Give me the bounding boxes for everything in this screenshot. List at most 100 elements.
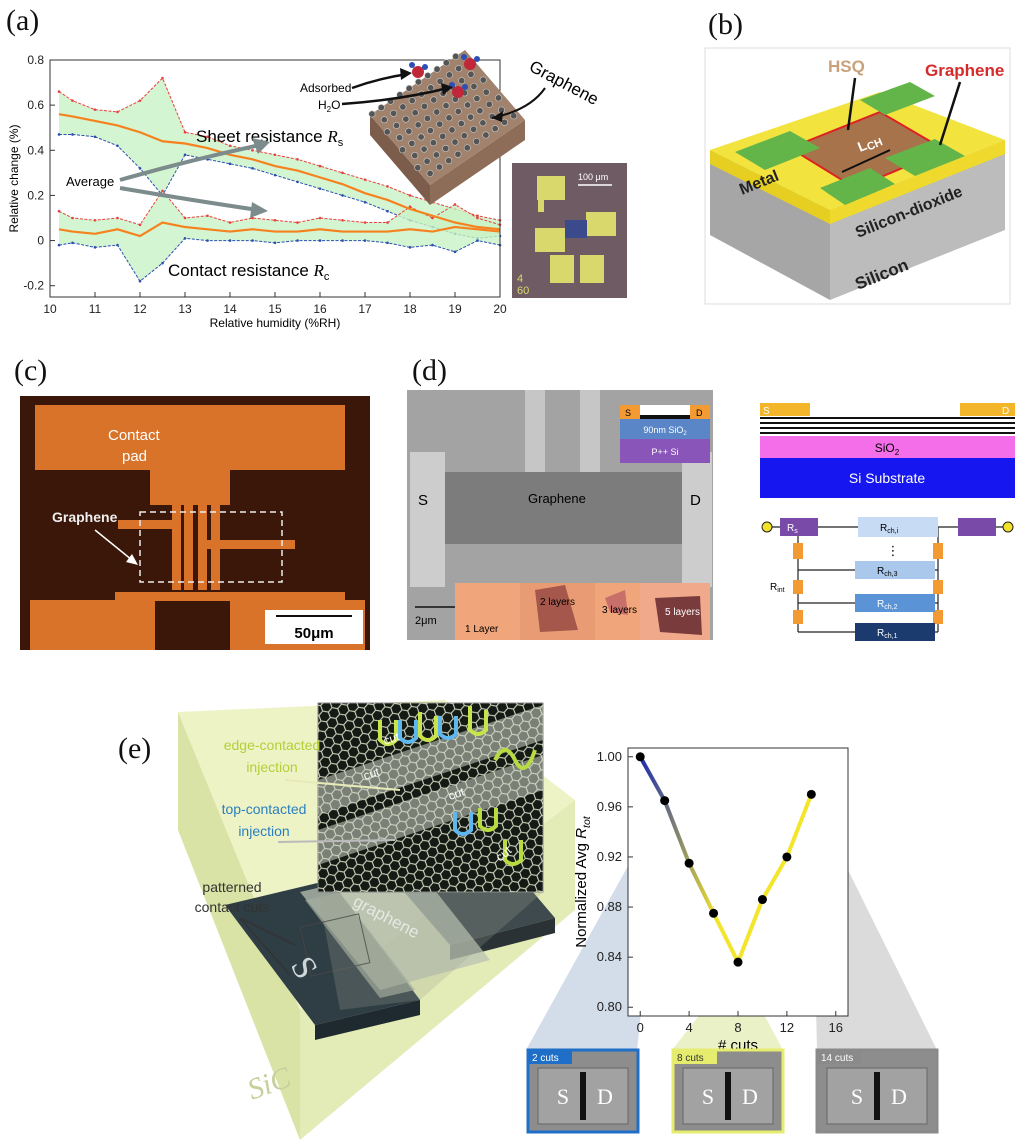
- plot-area: [628, 748, 848, 1016]
- point: [57, 209, 61, 213]
- label: 2 layers: [540, 597, 575, 608]
- atom: [423, 114, 431, 122]
- panel-label: (a): [6, 4, 39, 37]
- x-tick-label: 8: [734, 1020, 741, 1035]
- band-area: [59, 78, 500, 239]
- panel-b-shape: [710, 150, 830, 224]
- x-tick-label: 12: [780, 1020, 794, 1035]
- panel-d-shape: [960, 403, 1015, 416]
- thumbnail-tag: [673, 1050, 717, 1064]
- label: 90nm SiO2: [643, 425, 687, 437]
- panel-e-shape: [305, 893, 415, 998]
- atom: [411, 152, 419, 160]
- annotation: 60: [517, 285, 529, 297]
- atom: [411, 109, 419, 117]
- y-tick-label: 0.88: [597, 899, 622, 914]
- panel-d-shape: [780, 518, 818, 536]
- thumbnails: 2 cuts S D 8 cuts S D 14 cuts S D: [526, 1048, 939, 1134]
- panel-e-shape-shape: [378, 706, 488, 746]
- atom: [417, 133, 425, 141]
- atom: [380, 116, 388, 124]
- x-tick-label: 0: [637, 1020, 644, 1035]
- panel-a-shape-shape: [586, 212, 616, 236]
- thumbnail-label: 8 cuts: [677, 1053, 704, 1064]
- panel-d-shape: [760, 458, 1015, 498]
- atom: [491, 125, 499, 133]
- thumbnail-gap: [580, 1072, 586, 1120]
- point: [386, 241, 389, 245]
- panel-a: (a) 10 11 12 13 14 15 16 17 18 19 20 -0.2 0 0.2 0.4 0.6…: [6, 4, 627, 330]
- panel-a-shape-shape: [565, 220, 587, 238]
- point: [183, 237, 187, 240]
- panel-a-shape-shape: [550, 255, 574, 283]
- scale-label: 2μm: [415, 615, 437, 627]
- point: [453, 250, 457, 254]
- panel-e-shape: [300, 865, 490, 990]
- point: [228, 162, 232, 166]
- label: Rch,i: [880, 523, 899, 535]
- point: [228, 144, 232, 148]
- atom: [457, 120, 465, 128]
- point: [476, 216, 479, 220]
- atom: [482, 88, 490, 96]
- panel-d-shape: [761, 521, 773, 533]
- y-axis-label-sub: tot: [581, 815, 593, 828]
- panel-d-shape: [682, 452, 712, 587]
- x-tick-label: 19: [448, 302, 462, 316]
- atom: [429, 139, 437, 147]
- atom: [383, 128, 391, 136]
- point: [251, 216, 254, 220]
- x-tick-label: 16: [313, 302, 327, 316]
- label: Rs: [787, 523, 798, 535]
- panel-a-shape: [441, 83, 453, 95]
- point: [228, 239, 232, 242]
- point: [363, 221, 367, 224]
- panel-d-shape: [525, 390, 545, 475]
- x-tick-label: 4: [685, 1020, 692, 1035]
- panel-d-shape-shape: [793, 580, 803, 594]
- panel-a-shape: [370, 115, 430, 205]
- panel-c-shape-shape: [184, 460, 193, 590]
- label-text: R: [877, 599, 884, 610]
- label-text: R: [880, 523, 887, 534]
- label: contact cuts: [195, 899, 270, 915]
- point: [296, 239, 299, 242]
- label: Graphene: [528, 491, 586, 506]
- panel-c-shape-shape: [198, 460, 207, 590]
- atom: [414, 78, 422, 86]
- point: [138, 167, 142, 170]
- panel-d-shape: [858, 517, 938, 537]
- atom: [452, 52, 460, 60]
- panel-a-shape: [400, 68, 412, 80]
- panel-d-shape: [760, 417, 1015, 434]
- label-text: ch,1: [884, 633, 897, 640]
- point: [806, 789, 816, 799]
- panel-a-shape-shape: [537, 176, 565, 200]
- point: [93, 108, 97, 111]
- y-axis-label-text: Relative change (%): [7, 124, 21, 232]
- x-tick-label: 16: [829, 1020, 843, 1035]
- panel-d-shape: [445, 472, 682, 544]
- point: [251, 239, 254, 242]
- atom: [426, 127, 434, 135]
- thumbnail-tag: [528, 1050, 572, 1064]
- point: [116, 110, 119, 114]
- atom: [470, 82, 478, 90]
- annotation-text: H: [318, 98, 327, 112]
- thumbnail-d: D: [742, 1084, 758, 1109]
- point: [341, 239, 344, 242]
- thumbnail-s: S: [557, 1084, 569, 1109]
- point: [363, 178, 367, 181]
- annotation-text: R: [313, 261, 325, 280]
- panel-b-shape-shape: [885, 139, 965, 176]
- panel-c-shape-shape: [211, 460, 220, 590]
- annotation: Sheet resistance Rs: [196, 127, 344, 149]
- y-tick-label: -0.2: [23, 279, 44, 293]
- panel-e-shape: [178, 712, 300, 1140]
- point: [453, 203, 457, 206]
- y-tick-label: 0.6: [27, 98, 44, 112]
- atom: [448, 126, 456, 134]
- panel-d-shape: [690, 405, 710, 419]
- point: [138, 279, 142, 283]
